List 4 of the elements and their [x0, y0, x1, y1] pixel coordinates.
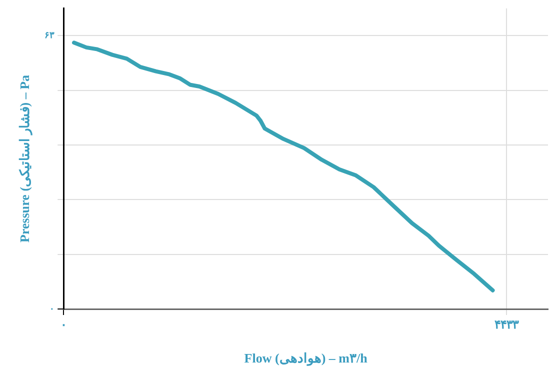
x-tick-label: ۴۴۳۳ — [494, 317, 520, 332]
x-axis-title: Flow (هوادهی) – m۳/h — [244, 350, 368, 367]
y-axis-title: Pressure (فشار استاتیکی) – Pa — [17, 74, 34, 242]
y-tick-label: ۶۳ — [44, 30, 55, 40]
